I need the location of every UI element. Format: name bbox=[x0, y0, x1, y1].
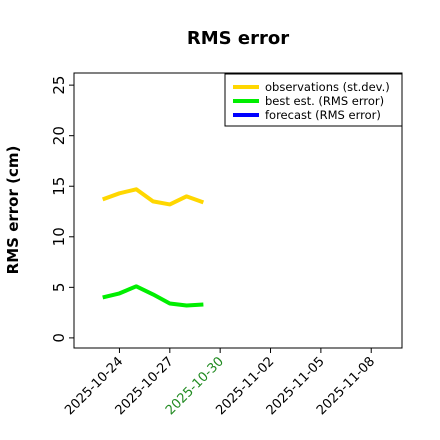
y-tick-label: 25 bbox=[50, 76, 68, 95]
y-tick-label: 10 bbox=[50, 227, 68, 246]
chart-title: RMS error bbox=[187, 28, 289, 49]
y-tick-label: 0 bbox=[50, 333, 68, 343]
y-tick-label: 15 bbox=[50, 177, 68, 196]
legend-label: forecast (RMS error) bbox=[265, 108, 381, 122]
y-axis-label: RMS error (cm) bbox=[4, 146, 22, 275]
y-tick-label: 20 bbox=[50, 126, 68, 145]
series-line bbox=[101, 187, 205, 207]
plot-frame bbox=[73, 72, 403, 349]
series-line bbox=[102, 284, 204, 308]
legend-label: best est. (RMS error) bbox=[265, 94, 384, 108]
y-tick-label: 5 bbox=[50, 283, 68, 293]
legend-label: observations (st.dev.) bbox=[265, 80, 390, 94]
